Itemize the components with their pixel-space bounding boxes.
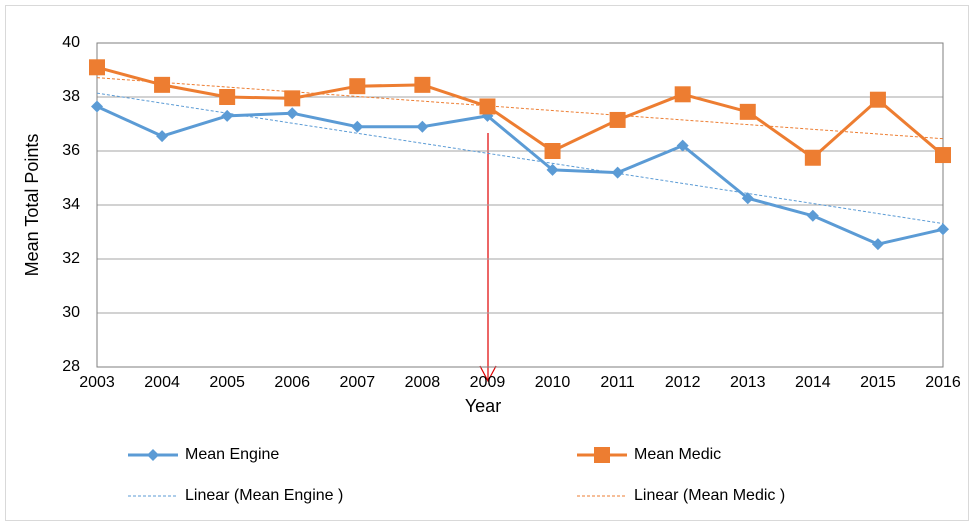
x-tick-label: 2009 — [470, 374, 506, 391]
annotation-arrowhead — [479, 365, 497, 383]
y-tick-label: 30 — [62, 304, 80, 321]
point-marker — [937, 223, 949, 236]
y-tick-label: 36 — [62, 142, 80, 159]
x-tick-label: 2015 — [860, 374, 896, 391]
point-marker — [154, 76, 171, 93]
legend-label: Linear (Mean Engine ) — [185, 487, 343, 504]
x-tick-label: 2004 — [144, 374, 180, 391]
point-marker — [739, 103, 756, 120]
x-tick-label: 2007 — [340, 374, 376, 391]
point-marker — [221, 109, 234, 122]
series-line — [96, 65, 944, 160]
point-marker — [479, 98, 496, 115]
point-marker — [935, 147, 951, 164]
point-marker — [804, 149, 821, 166]
x-tick-label: 2012 — [665, 374, 701, 391]
legend-label: Mean Medic — [634, 446, 721, 463]
x-tick-label: 2005 — [209, 374, 245, 391]
point-marker — [869, 91, 886, 108]
legend-label: Linear (Mean Medic ) — [634, 487, 785, 504]
point-marker — [351, 120, 364, 133]
y-tick-label: 38 — [62, 88, 80, 105]
y-axis-label: Mean Total Points — [22, 134, 42, 277]
x-tick-label: 2003 — [79, 374, 115, 391]
point-marker — [871, 238, 884, 251]
point-marker — [741, 192, 754, 205]
point-marker — [674, 86, 691, 103]
point-marker — [284, 90, 301, 107]
x-tick-label: 2008 — [405, 374, 441, 391]
point-marker — [156, 130, 169, 143]
x-tick-label: 2013 — [730, 374, 766, 391]
x-tick-label: 2016 — [925, 374, 961, 391]
x-tick-label: 2010 — [535, 374, 571, 391]
point-marker — [91, 100, 103, 113]
y-tick-label: 34 — [62, 196, 80, 213]
point-marker — [806, 209, 819, 222]
point-marker — [416, 120, 429, 133]
trendline — [96, 77, 944, 140]
point-marker — [219, 89, 236, 105]
point-marker — [89, 59, 105, 76]
legend-label: Mean Engine — [185, 446, 279, 463]
x-axis-label: Year — [465, 396, 501, 416]
series-line — [96, 105, 944, 246]
y-tick-label: 40 — [62, 34, 80, 51]
point-marker — [414, 76, 431, 93]
x-tick-label: 2011 — [600, 374, 635, 391]
point-marker — [594, 447, 610, 463]
point-marker — [544, 143, 561, 159]
plot-border — [96, 42, 944, 368]
x-tick-label: 2014 — [795, 374, 831, 391]
point-marker — [611, 166, 624, 179]
y-tick-label: 28 — [62, 358, 80, 375]
point-marker — [609, 111, 626, 128]
x-tick-label: 2006 — [274, 374, 310, 391]
point-marker — [286, 107, 299, 120]
point-marker — [147, 449, 159, 461]
y-tick-label: 32 — [62, 250, 80, 267]
point-marker — [676, 139, 689, 152]
point-marker — [546, 163, 559, 176]
point-marker — [349, 78, 366, 95]
